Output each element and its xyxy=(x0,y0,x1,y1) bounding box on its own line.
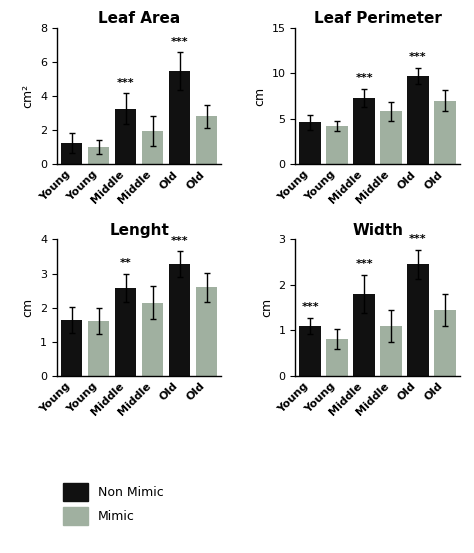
Bar xyxy=(300,326,321,376)
Bar xyxy=(115,288,137,376)
Bar xyxy=(300,122,321,164)
Text: ***: *** xyxy=(117,78,135,88)
Text: ***: *** xyxy=(409,234,427,244)
Bar xyxy=(326,126,348,164)
Bar xyxy=(196,287,217,376)
Bar xyxy=(142,131,164,164)
Text: ***: *** xyxy=(356,73,373,83)
Text: **: ** xyxy=(120,258,131,268)
Title: Width: Width xyxy=(352,223,403,238)
Title: Lenght: Lenght xyxy=(109,223,169,238)
Y-axis label: cm: cm xyxy=(21,298,35,317)
Text: ***: *** xyxy=(301,302,319,312)
Title: Leaf Area: Leaf Area xyxy=(98,12,180,27)
Title: Leaf Perimeter: Leaf Perimeter xyxy=(314,12,441,27)
Bar xyxy=(380,326,402,376)
Bar xyxy=(407,76,429,164)
Y-axis label: cm: cm xyxy=(253,86,266,106)
Bar xyxy=(353,294,375,376)
Bar xyxy=(115,109,137,164)
Bar xyxy=(61,320,82,376)
Bar xyxy=(326,338,348,376)
Bar xyxy=(434,310,456,376)
Bar xyxy=(142,302,164,376)
Bar xyxy=(196,117,217,164)
Bar xyxy=(61,143,82,164)
Text: ***: *** xyxy=(171,37,188,47)
Bar xyxy=(380,112,402,164)
Text: ***: *** xyxy=(171,236,188,246)
Bar xyxy=(353,98,375,164)
Bar xyxy=(88,321,109,376)
Bar xyxy=(169,264,191,376)
Text: ***: *** xyxy=(356,259,373,269)
Bar xyxy=(434,101,456,164)
Text: ***: *** xyxy=(409,53,427,62)
Legend: Non Mimic, Mimic: Non Mimic, Mimic xyxy=(63,483,164,525)
Bar xyxy=(88,147,109,164)
Bar xyxy=(169,71,191,164)
Y-axis label: cm²: cm² xyxy=(21,84,35,108)
Y-axis label: cm: cm xyxy=(260,298,273,317)
Bar xyxy=(407,264,429,376)
